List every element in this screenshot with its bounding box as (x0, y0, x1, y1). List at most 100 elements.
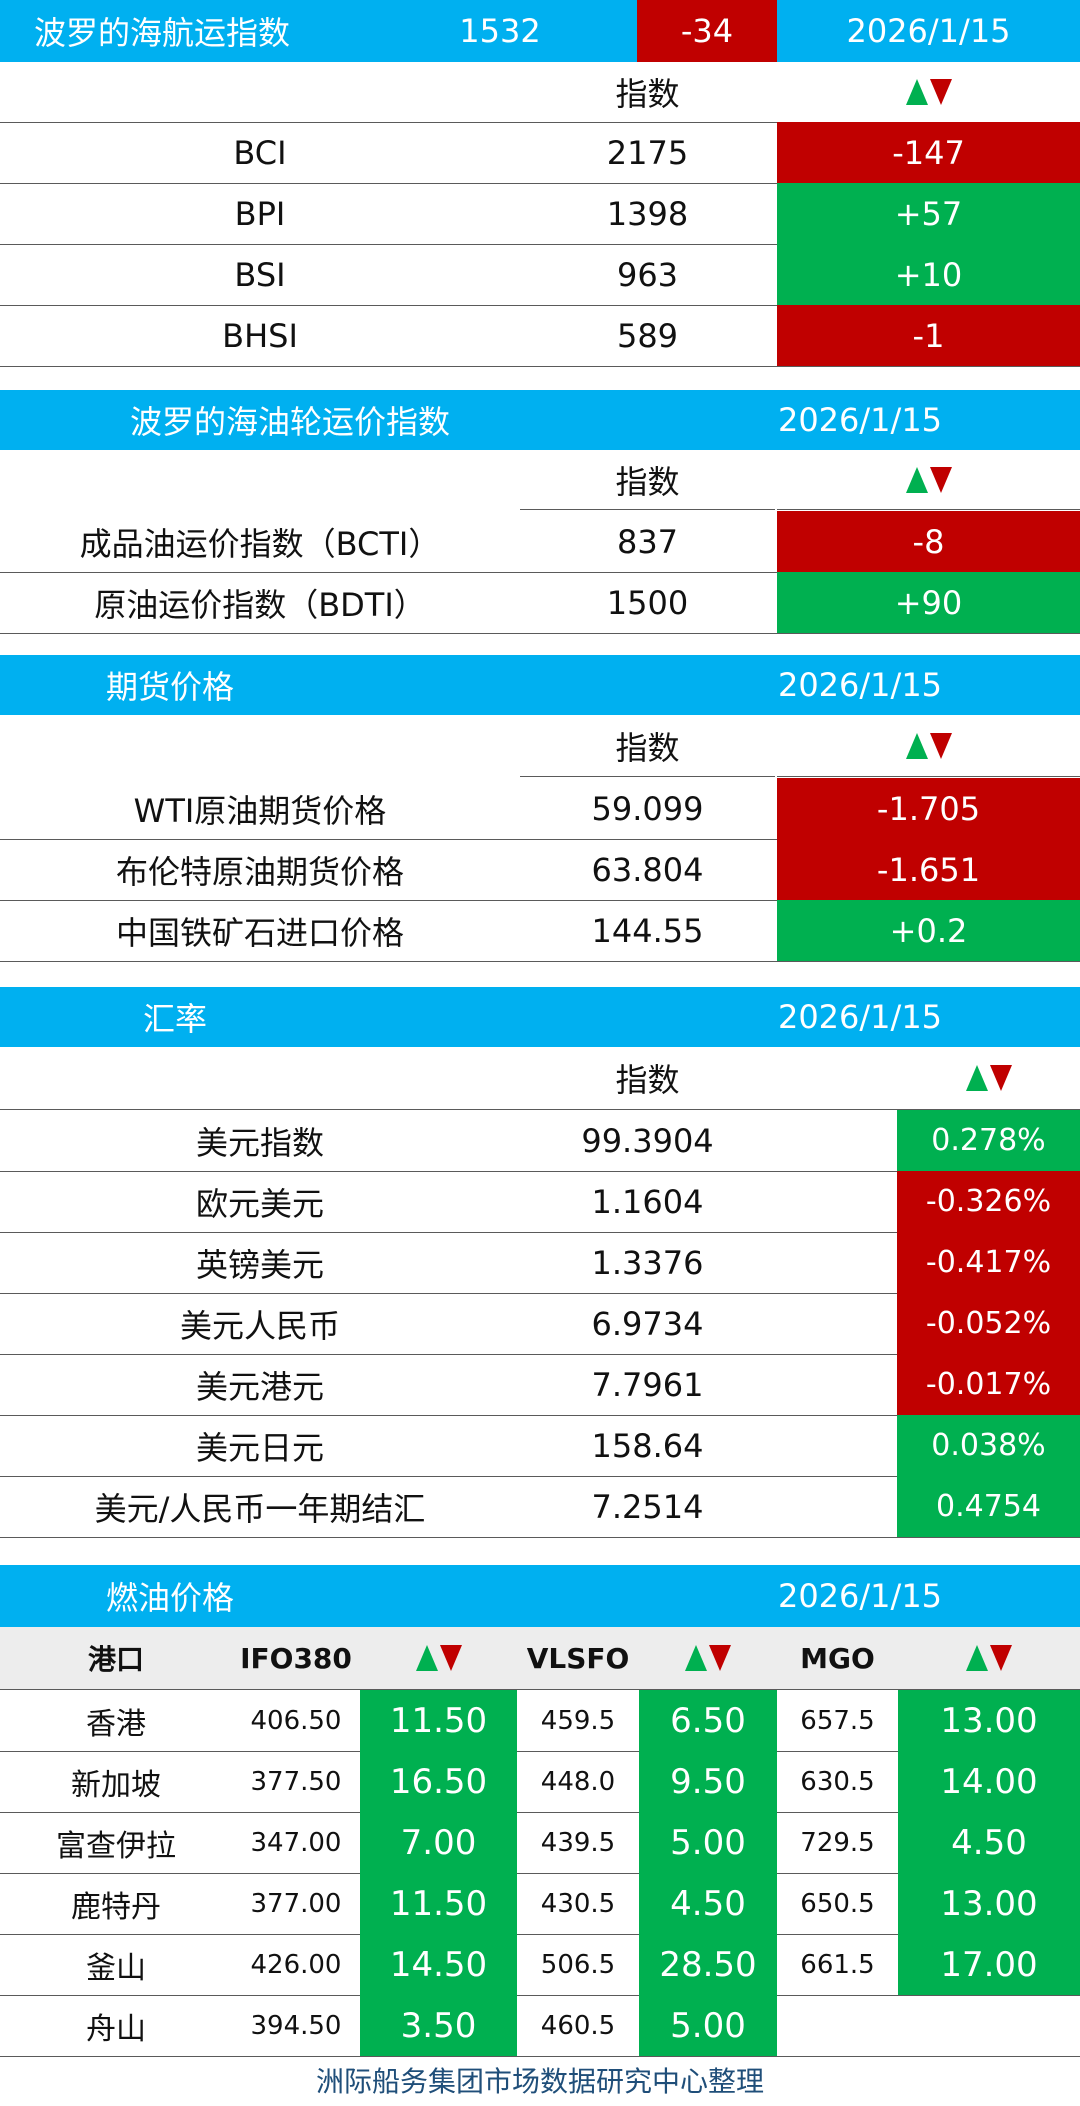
table-row: 成品油运价指数（BCTI） 837 -8 (0, 511, 1080, 573)
trend-arrows (898, 1627, 1080, 1689)
vlsfo-price: 439.5 (540, 1827, 616, 1858)
row-value: 144.55 (591, 911, 704, 950)
mgo-change: 4.50 (898, 1812, 1080, 1873)
down-triangle-icon (990, 1645, 1012, 1671)
vlsfo-change: 5.00 (639, 1812, 777, 1873)
bdi-value: 1532 (459, 12, 541, 50)
mgo-column-label: MGO (800, 1641, 875, 1675)
row-change: +90 (777, 572, 1080, 633)
row-value: 589 (616, 316, 679, 355)
bdi-title: 波罗的海航运指数 (34, 14, 291, 52)
row-value: 1.1604 (591, 1182, 704, 1221)
futures-header: 期货价格 2026/1/15 (0, 655, 1080, 715)
row-label: 美元日元 (195, 1428, 324, 1467)
down-triangle-icon (439, 1645, 462, 1671)
row-value: 963 (616, 255, 679, 294)
ifo380-price: 394.50 (250, 2010, 342, 2041)
table-row: 中国铁矿石进口价格 144.55 +0.2 (0, 900, 1080, 962)
up-triangle-icon (965, 1065, 988, 1091)
row-label: BPI (234, 194, 286, 233)
ifo380-change: 11.50 (360, 1873, 517, 1934)
table-row: BHSI 589 -1 (0, 305, 1080, 367)
row-label: 布伦特原油期货价格 (115, 852, 404, 891)
trend-arrows (777, 62, 1080, 122)
fuel-header: 燃油价格 2026/1/15 (0, 1565, 1080, 1627)
futures-title: 期货价格 (106, 668, 235, 706)
row-label: 英镑美元 (195, 1245, 324, 1284)
port-column-label: 港口 (87, 1643, 144, 1676)
ifo380-price: 377.00 (250, 1888, 342, 1919)
row-change: +57 (777, 183, 1080, 244)
vlsfo-price: 448.0 (540, 1766, 616, 1797)
row-value: 7.7961 (591, 1365, 704, 1404)
table-row: BSI 963 +10 (0, 244, 1080, 306)
vlsfo-price: 506.5 (540, 1949, 616, 1980)
row-value: 59.099 (591, 789, 704, 828)
footer-credit: 洲际船务集团市场数据研究中心整理 (315, 2065, 764, 2098)
up-triangle-icon (905, 466, 928, 493)
row-change: 0.038% (897, 1415, 1080, 1476)
fuel-date: 2026/1/15 (777, 1577, 943, 1615)
row-value: 837 (616, 522, 679, 561)
bdi-change: -34 (637, 0, 777, 62)
table-row: BCI 2175 -147 (0, 122, 1080, 184)
up-triangle-icon (905, 79, 928, 105)
mgo-change: 14.00 (898, 1751, 1080, 1812)
vlsfo-change: 6.50 (639, 1690, 777, 1751)
up-triangle-icon (966, 1645, 988, 1671)
vlsfo-change: 28.50 (639, 1934, 777, 1995)
table-row: BPI 1398 +57 (0, 183, 1080, 245)
row-value: 63.804 (591, 850, 704, 889)
row-change: -1.651 (777, 839, 1080, 900)
bdi-col-header: 指数 (0, 62, 1080, 123)
bdi-header: 波罗的海航运指数 1532 -34 2026/1/15 (0, 0, 1080, 62)
row-value: 1.3376 (591, 1243, 704, 1282)
fx-header: 汇率 2026/1/15 (0, 987, 1080, 1047)
mgo-change: 17.00 (898, 1934, 1080, 1995)
table-row: 鹿特丹 377.00 11.50 430.5 4.50 650.5 13.00 (0, 1873, 1080, 1935)
mgo-price: 729.5 (800, 1827, 875, 1858)
ifo380-change: 11.50 (360, 1690, 517, 1751)
table-row: 美元/人民币一年期结汇 7.2514 0.4754 (0, 1476, 1080, 1538)
ifo380-change: 3.50 (360, 1995, 517, 2056)
row-change: -0.417% (897, 1232, 1080, 1293)
tanker-title: 波罗的海油轮运价指数 (130, 403, 451, 441)
fx-col-header: 指数 (0, 1047, 1080, 1110)
bdi-date: 2026/1/15 (846, 12, 1011, 50)
row-change: +10 (777, 244, 1080, 305)
tanker-col-header: 指数 (0, 450, 1080, 510)
row-value: 1398 (606, 194, 689, 233)
row-label: 成品油运价指数（BCTI） (79, 524, 441, 563)
up-triangle-icon (905, 732, 928, 759)
trend-arrows (897, 1047, 1080, 1109)
row-change: -8 (777, 511, 1080, 572)
trend-arrows (360, 1627, 517, 1689)
down-triangle-icon (709, 1645, 731, 1671)
table-row: 釜山 426.00 14.50 506.5 28.50 661.5 17.00 (0, 1934, 1080, 1996)
table-row: 美元港元 7.7961 -0.017% (0, 1354, 1080, 1416)
row-label: 美元人民币 (179, 1306, 340, 1345)
trend-arrows (639, 1627, 777, 1689)
mgo-change: 13.00 (898, 1690, 1080, 1751)
ifo380-price: 406.50 (250, 1705, 342, 1736)
mgo-change: 13.00 (898, 1873, 1080, 1934)
row-label: WTI原油期货价格 (133, 791, 387, 830)
fx-title: 汇率 (143, 1000, 208, 1038)
ifo380-change: 16.50 (360, 1751, 517, 1812)
port-name: 釜山 (86, 1950, 146, 1986)
row-label: 原油运价指数（BDTI） (94, 585, 426, 624)
row-change: +0.2 (777, 900, 1080, 961)
vlsfo-column-label: VLSFO (526, 1641, 630, 1675)
row-value: 1500 (606, 583, 689, 622)
row-value: 99.3904 (581, 1121, 714, 1160)
futures-date: 2026/1/15 (777, 666, 943, 704)
row-value: 6.9734 (591, 1304, 704, 1343)
row-change: -1.705 (777, 778, 1080, 839)
row-value: 158.64 (591, 1426, 704, 1465)
down-triangle-icon (929, 466, 952, 493)
row-change: -0.052% (897, 1293, 1080, 1354)
index-column-label: 指数 (520, 450, 775, 510)
row-label: 美元指数 (195, 1123, 324, 1162)
port-name: 富查伊拉 (56, 1828, 176, 1864)
port-name: 香港 (86, 1706, 146, 1742)
